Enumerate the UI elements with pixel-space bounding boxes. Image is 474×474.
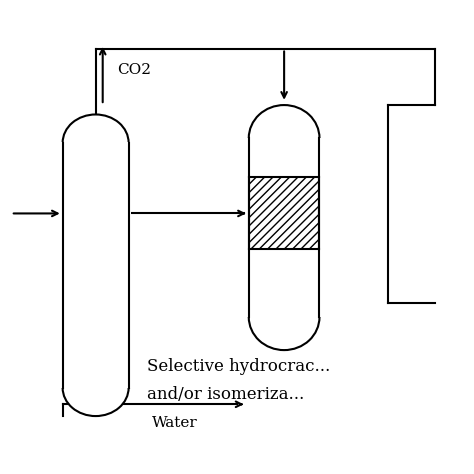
Bar <box>246 137 322 317</box>
Text: Selective hydrocrac...: Selective hydrocrac... <box>147 358 331 375</box>
Text: and/or isomeriza...: and/or isomeriza... <box>147 386 305 403</box>
Bar <box>249 177 319 249</box>
Ellipse shape <box>63 115 128 171</box>
Ellipse shape <box>63 359 128 416</box>
Text: CO2: CO2 <box>117 63 151 77</box>
Ellipse shape <box>249 105 319 171</box>
Bar <box>246 228 322 317</box>
Ellipse shape <box>249 284 319 350</box>
Bar <box>60 142 131 388</box>
Text: Water: Water <box>152 416 198 430</box>
Bar <box>60 265 131 388</box>
